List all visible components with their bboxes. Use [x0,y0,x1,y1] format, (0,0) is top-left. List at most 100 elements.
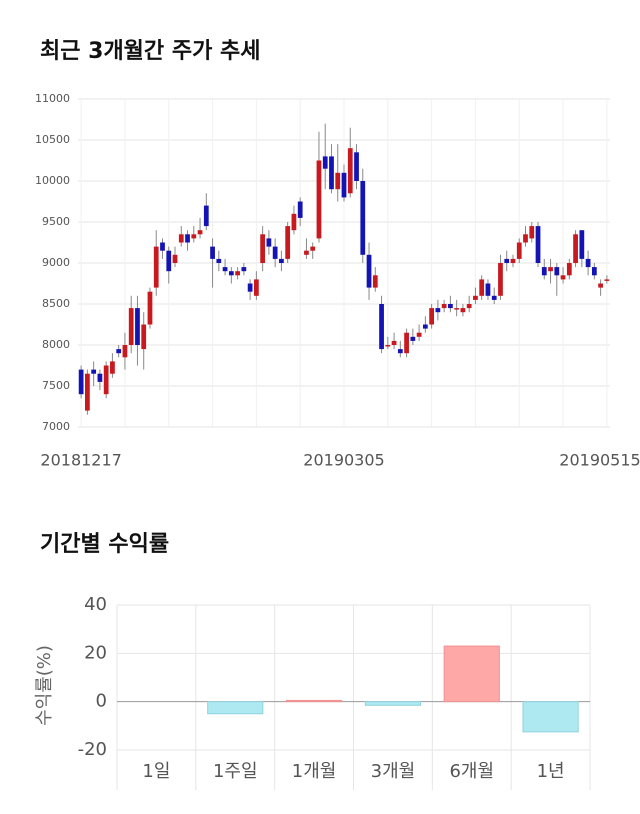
candle-body [297,201,303,218]
candle-body [210,246,215,259]
y-tick-label: 9000 [42,256,70,269]
candle-body [178,234,184,243]
bar [443,645,500,703]
x-tick-label: 20181217 [40,451,121,470]
y-tick-label: 9500 [42,215,70,228]
candle-body [203,205,209,227]
x-tick-label: 1개월 [292,761,337,782]
y-tick-label: 10500 [35,133,70,146]
x-tick-label: 20190515 [559,451,640,470]
candle-body [235,271,240,276]
candle-body [454,308,460,310]
candle-body [354,152,359,181]
candle-body [247,283,253,292]
candle-body [91,369,97,374]
candle-body [404,332,409,354]
y-tick-label: 8500 [42,297,70,310]
candle-body [391,340,397,345]
candle-body [172,254,178,263]
y-tick-label: 0 [96,691,107,712]
candle-body [97,373,103,382]
candle-body [285,226,291,259]
candle-body [579,230,585,259]
candle-body [160,242,165,251]
candle-body [479,279,485,296]
candle-body [473,295,478,300]
candle-body [372,275,378,288]
candle-body [85,373,90,411]
bar [285,699,343,703]
x-tick-label: 1일 [142,761,170,782]
candle-body [103,365,109,395]
candle-body [504,258,510,263]
candle-body [560,275,566,280]
candle-body [153,246,159,288]
candle-body [416,332,422,337]
candle-body [260,234,266,263]
candle-body [485,283,491,296]
candle-body [541,267,547,276]
candle-body [135,308,140,345]
candle-body [304,250,309,255]
candle-body [448,304,453,309]
candle-body [535,226,541,263]
x-tick-label: 6개월 [449,761,494,782]
candle-body [316,160,322,239]
candle-body [272,246,278,259]
x-tick-label: 20190305 [303,451,384,470]
candle-body [222,267,228,272]
candle-body [441,304,447,309]
candle-body [460,308,466,313]
candle-body [604,279,610,281]
candle-body [347,148,353,194]
y-tick-label: 8000 [42,338,70,351]
x-tick-label: 3개월 [371,761,416,782]
candle-body [360,181,366,255]
y-tick-label: -20 [78,739,107,760]
y-tick-label: 11000 [35,92,70,105]
y-tick-label: 20 [84,642,107,663]
candle-body [385,345,391,347]
candle-body [228,271,234,276]
candle-body [310,246,316,251]
candle-body [322,156,328,169]
candle-body [379,304,384,350]
candle-body [397,349,403,354]
candle-body [185,234,190,243]
candle-body [429,308,435,325]
candle-body [585,258,591,268]
candle-body [466,304,472,309]
y-tick-label: 40 [84,594,107,615]
candle-body [516,242,522,259]
candle-body [335,172,341,190]
x-tick-label: 1년 [537,761,565,782]
candle-body [566,263,572,276]
candle-body [591,267,597,276]
candle-body [498,263,503,296]
y-axis-label: 수익률(%) [34,645,55,726]
candle-body [279,258,284,263]
bar [364,701,422,706]
candle-body [435,308,441,313]
candle-body [147,291,153,325]
chart-title: 최근 3개월간 주가 추세 [40,39,260,64]
candle-body [266,238,272,247]
candle-body [241,267,247,272]
candle-body [128,308,134,345]
candle-body [422,324,428,329]
y-tick-label: 7000 [42,420,70,433]
candle-body [491,295,497,300]
candle-body [598,283,603,288]
x-tick-label: 1주일 [213,761,258,782]
chart-title: 기간별 수익률 [40,532,169,557]
candle-body [197,230,203,235]
bar [522,701,579,733]
candle-body [141,324,147,350]
candle-body [166,250,172,272]
candle-body [410,336,416,341]
candle-body [216,258,222,263]
candle-body [78,369,84,395]
candle-body [523,234,528,243]
